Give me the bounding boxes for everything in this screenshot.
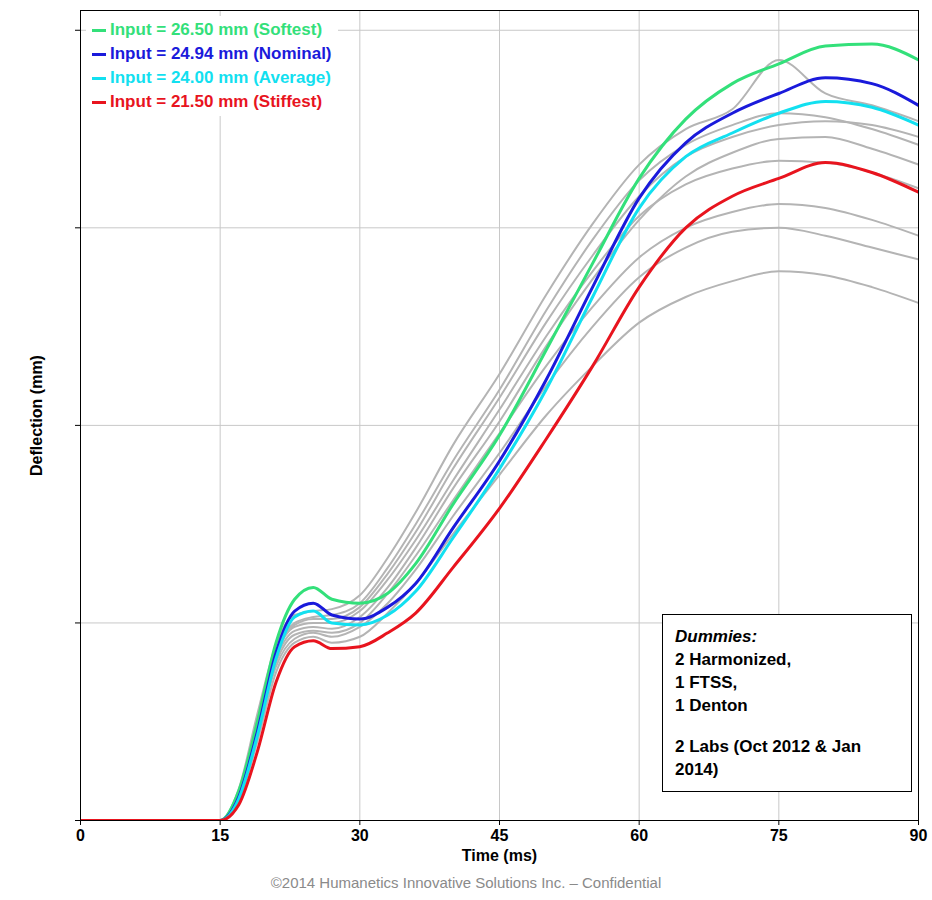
svg-text:Time (ms): Time (ms)	[462, 847, 537, 864]
svg-text:Deflection (mm): Deflection (mm)	[28, 355, 45, 476]
html-text:1 FTSS,: 1 FTSS,	[675, 673, 738, 692]
svg-text:90: 90	[910, 827, 928, 844]
html-text:Input = 24.94 mm (Nominal): Input = 24.94 mm (Nominal)	[110, 44, 332, 63]
html-text:©2014 Humanetics Innovative So: ©2014 Humanetics Innovative Solutions In…	[270, 874, 662, 891]
svg-text:30: 30	[351, 827, 369, 844]
html-text:Dummies:: Dummies:	[675, 627, 758, 646]
svg-text:15: 15	[211, 827, 229, 844]
html-text:Input = 24.00 mm (Average): Input = 24.00 mm (Average)	[110, 68, 331, 87]
html-text:Input = 26.50 mm (Softest): Input = 26.50 mm (Softest)	[110, 20, 323, 39]
svg-text:45: 45	[491, 827, 509, 844]
html-text:2 Harmonized,: 2 Harmonized,	[675, 650, 792, 669]
svg-text:0: 0	[76, 827, 85, 844]
html-text:Input = 21.50 mm (Stiffest): Input = 21.50 mm (Stiffest)	[110, 92, 323, 111]
svg-text:60: 60	[630, 827, 648, 844]
svg-text:75: 75	[770, 827, 788, 844]
html-text:2 Labs (Oct 2012 & Jan 2014): 2 Labs (Oct 2012 & Jan 2014)	[675, 737, 862, 779]
html-text:1 Denton: 1 Denton	[675, 696, 748, 715]
